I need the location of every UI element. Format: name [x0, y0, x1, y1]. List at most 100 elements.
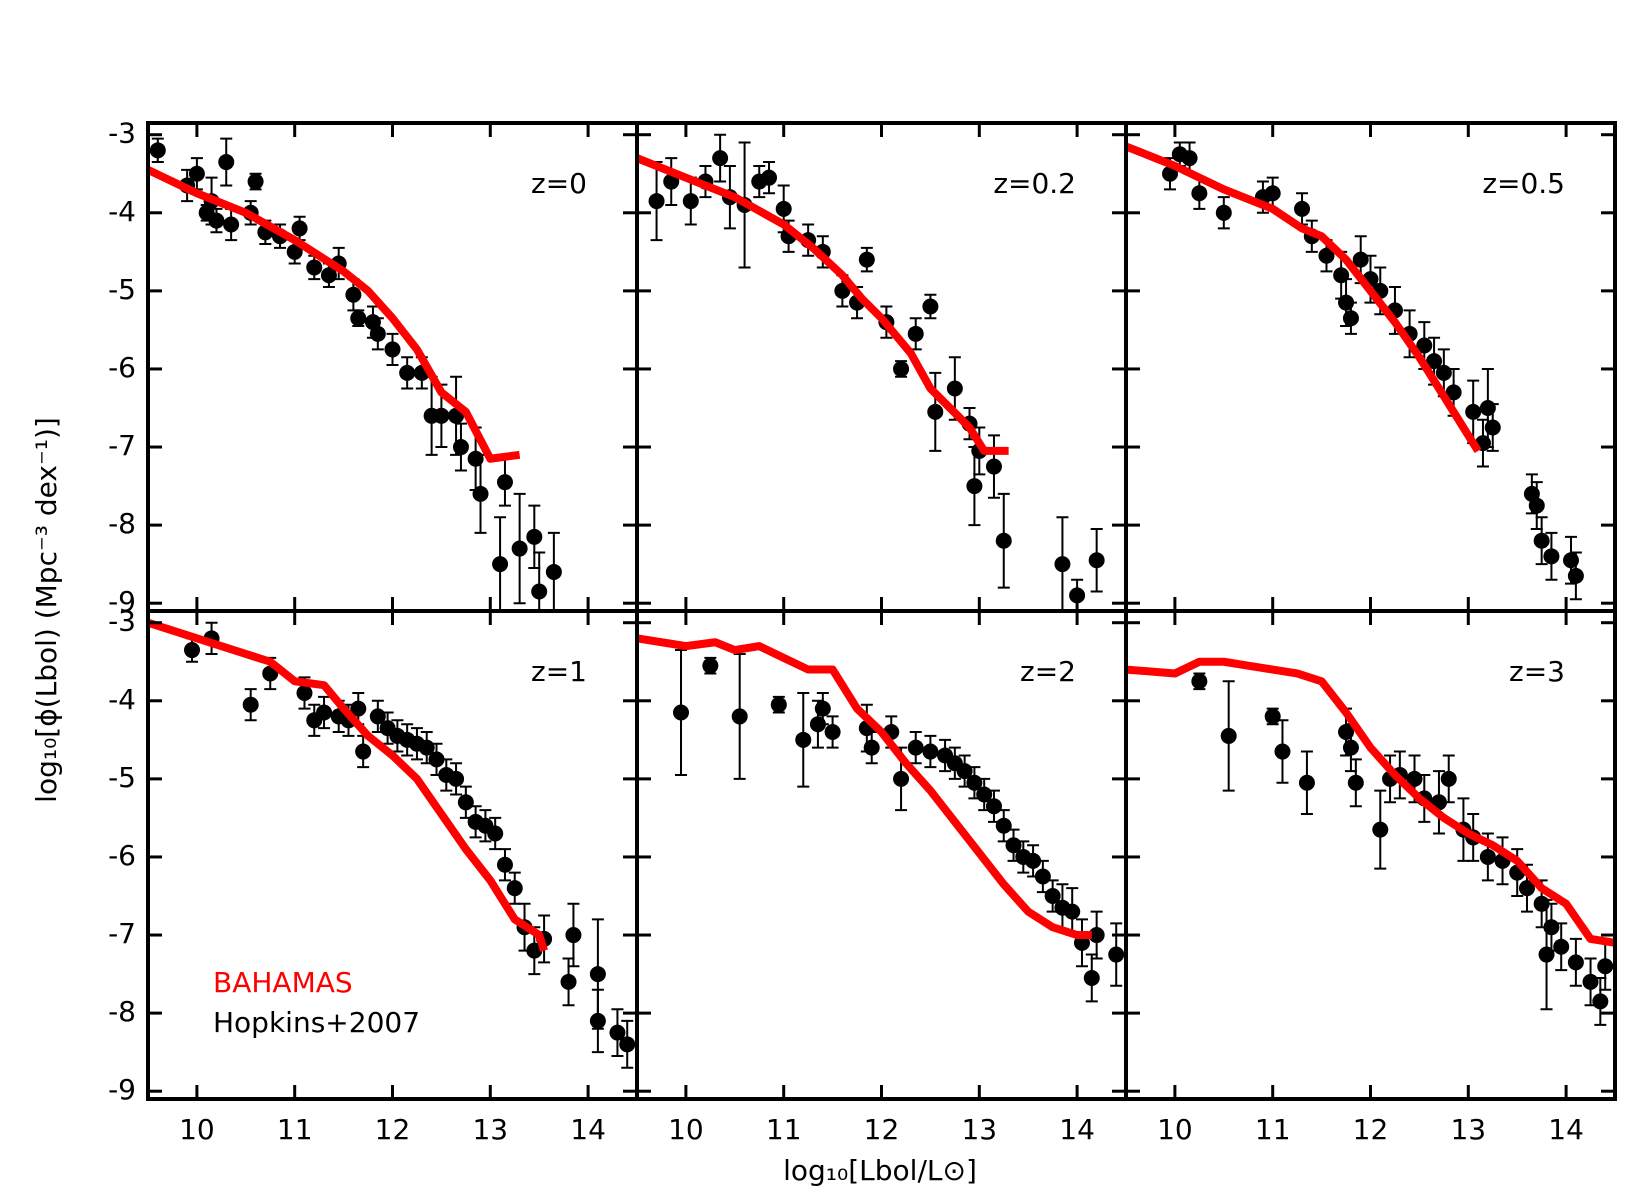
y-tick-label: -7 [108, 429, 136, 462]
data-point [560, 973, 577, 990]
panel-frame [1124, 609, 1617, 1101]
data-point [1083, 969, 1100, 986]
data-point [223, 216, 240, 233]
data-point [1582, 973, 1599, 990]
x-tick-label: 13 [1450, 1113, 1486, 1146]
data-point [1445, 384, 1462, 401]
x-tick-label: 14 [1059, 1113, 1095, 1146]
data-point [1274, 743, 1291, 760]
data-point [1543, 548, 1560, 565]
panel [148, 137, 562, 611]
data-point [1318, 247, 1335, 264]
data-point [247, 173, 264, 190]
data-point [927, 403, 944, 420]
data-point [218, 154, 235, 171]
data-point [702, 657, 719, 674]
data-point [1064, 903, 1081, 920]
model-line [148, 166, 521, 463]
model-line [1126, 657, 1615, 947]
x-tick-label: 13 [472, 1113, 508, 1146]
x-tick-label: 13 [961, 1113, 997, 1146]
data-point [946, 380, 963, 397]
data-point [1342, 739, 1359, 756]
data-point [1191, 673, 1208, 690]
x-tick-label: 12 [864, 1113, 900, 1146]
data-point [712, 150, 729, 167]
y-tick-label: -3 [108, 605, 136, 638]
data-point [1298, 774, 1315, 791]
panel [637, 634, 1125, 1003]
data-point [296, 684, 313, 701]
x-tick-label: 12 [375, 1113, 411, 1146]
data-point [1518, 880, 1535, 897]
data-point [208, 212, 225, 229]
data-point [1465, 403, 1482, 420]
x-tick-label: 11 [1255, 1113, 1291, 1146]
panel [1126, 141, 1584, 601]
data-point [775, 200, 792, 217]
data-point [922, 298, 939, 315]
data-point [350, 310, 367, 327]
y-tick-label: -4 [108, 683, 136, 716]
data-point [1069, 587, 1086, 604]
panel-label: z=0.5 [1482, 167, 1565, 200]
data-point [242, 696, 259, 713]
data-point [1220, 727, 1237, 744]
y-tick-label: -4 [108, 195, 136, 228]
data-point [506, 880, 523, 897]
panel [1126, 657, 1615, 1026]
data-point [565, 927, 582, 944]
data-point [1567, 567, 1584, 584]
data-point [316, 704, 333, 721]
data-point [1347, 774, 1364, 791]
data-point [306, 259, 323, 276]
y-tick-label: -7 [108, 917, 136, 950]
model-line [637, 634, 1092, 940]
data-point [1215, 204, 1232, 221]
panel-label: z=2 [1020, 655, 1076, 688]
legend-entry: Hopkins+2007 [213, 1006, 420, 1039]
data-point [492, 556, 509, 573]
legend-entry: BAHAMAS [213, 966, 353, 999]
data-point [1088, 552, 1105, 569]
data-point [149, 142, 166, 159]
y-tick-label: -8 [108, 995, 136, 1028]
data-point [795, 731, 812, 748]
data-point [609, 1024, 626, 1041]
y-tick-label: -9 [108, 585, 136, 618]
y-tick-label: -5 [108, 761, 136, 794]
data-point [731, 708, 748, 725]
panel-label: z=0 [531, 167, 587, 200]
data-point [985, 458, 1002, 475]
data-point [1416, 337, 1433, 354]
x-tick-label: 10 [668, 1113, 704, 1146]
data-point [1044, 887, 1061, 904]
data-point [1567, 954, 1584, 971]
data-point [1528, 497, 1545, 514]
data-point [648, 193, 665, 210]
data-point [682, 193, 699, 210]
x-tick-label: 11 [277, 1113, 313, 1146]
data-point [1342, 310, 1359, 327]
x-tick-label: 10 [179, 1113, 215, 1146]
data-point [1484, 419, 1501, 436]
data-point [619, 1036, 636, 1053]
data-point [511, 540, 528, 557]
x-tick-label: 12 [1353, 1113, 1389, 1146]
data-point [824, 724, 841, 741]
data-point [1543, 919, 1560, 936]
data-point [673, 704, 690, 721]
data-point [345, 286, 362, 303]
data-point [1108, 946, 1125, 963]
x-tick-label: 11 [766, 1113, 802, 1146]
data-point [966, 478, 983, 495]
x-tick-label: 10 [1157, 1113, 1193, 1146]
data-point [1054, 556, 1071, 573]
data-point [770, 696, 787, 713]
data-point [487, 825, 504, 842]
data-point [985, 798, 1002, 815]
panel-label: z=3 [1509, 655, 1565, 688]
data-point [1264, 708, 1281, 725]
data-point [457, 794, 474, 811]
